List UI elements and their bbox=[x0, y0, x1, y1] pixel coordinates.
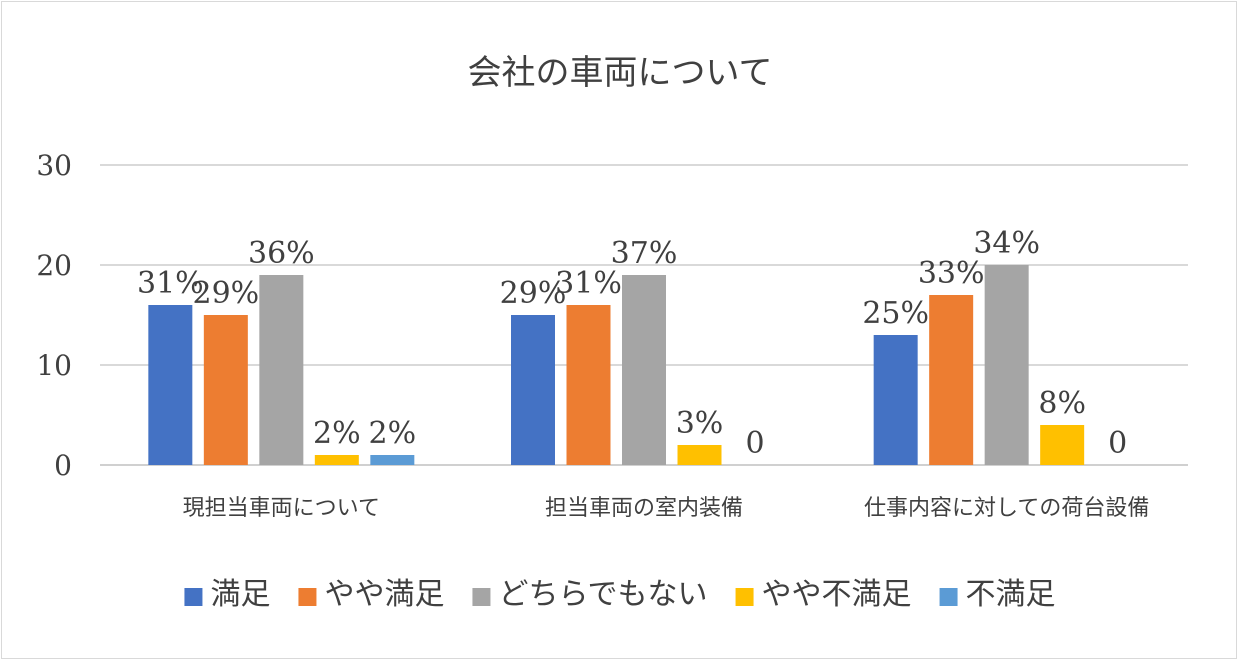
x-axis-categories: 現担当車両について 担当車両の室内装備 仕事内容に対しての荷台設備 bbox=[183, 496, 1150, 521]
legend-swatch bbox=[939, 588, 958, 606]
data-label: 37% bbox=[611, 236, 678, 271]
y-axis-ticks: 0 10 20 30 bbox=[36, 149, 72, 482]
bar bbox=[259, 275, 304, 465]
data-label: 36% bbox=[248, 236, 315, 271]
legend-label: やや満足 bbox=[324, 577, 444, 612]
legend: 満足 やや満足 どちらでもない やや不満足 不満足 bbox=[184, 577, 1056, 612]
bars bbox=[148, 265, 1085, 465]
bar bbox=[566, 305, 611, 465]
bar bbox=[148, 305, 193, 465]
bar bbox=[203, 315, 248, 465]
category-label: 仕事内容に対しての荷台設備 bbox=[864, 496, 1149, 521]
data-label: 31% bbox=[555, 266, 622, 301]
data-label: 34% bbox=[973, 226, 1040, 261]
legend-item: どちらでもない bbox=[472, 577, 708, 612]
legend-item: 不満足 bbox=[939, 577, 1056, 612]
legend-swatch bbox=[472, 588, 491, 606]
data-label: 31% bbox=[137, 266, 204, 301]
legend-label: 満足 bbox=[210, 577, 270, 612]
bar bbox=[1040, 425, 1085, 465]
data-label: 29% bbox=[192, 276, 259, 311]
data-label: 33% bbox=[918, 256, 985, 291]
bar bbox=[677, 445, 722, 465]
data-label: 2% bbox=[313, 416, 361, 451]
data-label: 3% bbox=[676, 406, 724, 441]
bar bbox=[873, 335, 918, 465]
legend-label: 不満足 bbox=[966, 577, 1056, 612]
data-label: 29% bbox=[500, 276, 567, 311]
category-label: 現担当車両について bbox=[183, 496, 380, 521]
legend-swatch bbox=[298, 588, 317, 606]
chart-title: 会社の車両について bbox=[468, 53, 773, 93]
data-label: 2% bbox=[369, 416, 417, 451]
bar bbox=[622, 275, 666, 465]
legend-swatch bbox=[184, 588, 203, 606]
legend-label: どちらでもない bbox=[498, 577, 707, 612]
legend-item: やや満足 bbox=[298, 577, 444, 612]
bar bbox=[984, 265, 1029, 465]
legend-item: やや不満足 bbox=[735, 577, 912, 612]
y-tick-label: 30 bbox=[36, 149, 72, 182]
data-label: 0 bbox=[1108, 426, 1127, 461]
y-tick-label: 20 bbox=[36, 249, 72, 282]
data-label: 0 bbox=[745, 426, 764, 461]
data-label: 8% bbox=[1038, 386, 1086, 421]
category-label: 担当車両の室内装備 bbox=[545, 496, 743, 521]
legend-label: やや不満足 bbox=[762, 577, 912, 612]
legend-item: 満足 bbox=[184, 577, 270, 612]
data-labels: 31%29%36%2% 2%29%31%37%3%025%33%34%8%0 bbox=[137, 226, 1127, 461]
y-tick-label: 0 bbox=[54, 449, 72, 482]
y-tick-label: 10 bbox=[36, 349, 72, 382]
legend-swatch bbox=[735, 588, 754, 606]
bar bbox=[511, 315, 555, 465]
bar bbox=[370, 455, 415, 465]
bar bbox=[929, 295, 974, 465]
bar bbox=[314, 455, 359, 465]
data-label: 25% bbox=[862, 296, 929, 331]
